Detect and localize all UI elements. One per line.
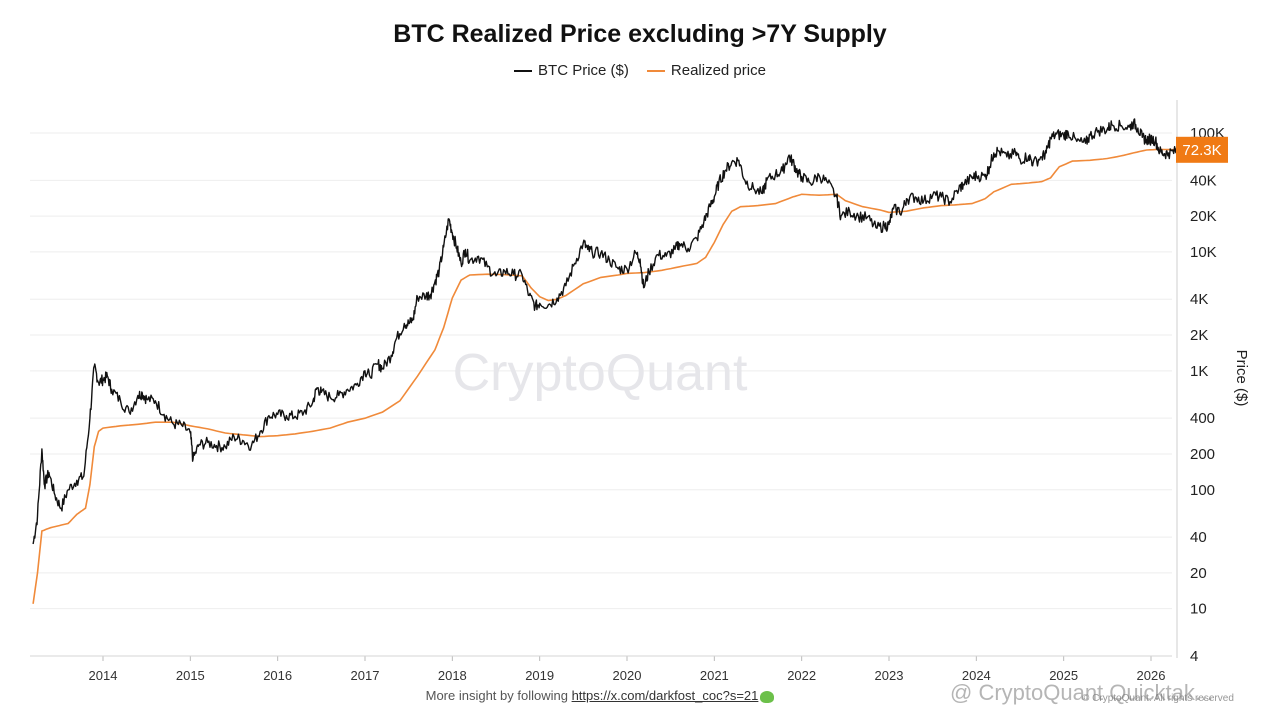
x-tick-label: 2019 <box>525 668 554 683</box>
legend-label-btc-price: BTC Price ($) <box>538 62 629 79</box>
x-tick-label: 2017 <box>351 668 380 683</box>
x-tick-label: 2026 <box>1137 668 1166 683</box>
y-tick-label: 20 <box>1190 565 1207 582</box>
y-tick-label: 1K <box>1190 363 1208 380</box>
footer-link[interactable]: https://x.com/darkfost_coc?s=21 <box>571 688 759 703</box>
x-tick-label: 2021 <box>700 668 729 683</box>
x-tick-label: 2015 <box>176 668 205 683</box>
x-tick-label: 2020 <box>613 668 642 683</box>
y-tick-label: 2K <box>1190 327 1208 344</box>
chart-legend: BTC Price ($) Realized price <box>0 62 1280 79</box>
y-tick-label: 200 <box>1190 446 1215 463</box>
x-tick-label: 2018 <box>438 668 467 683</box>
legend-swatch-realized-price <box>646 69 665 72</box>
chart-title: BTC Realized Price excluding >7Y Supply <box>393 20 887 48</box>
series-btc-price-line <box>32 118 1180 545</box>
x-tick-label: 2022 <box>787 668 816 683</box>
legend-label-realized-price: Realized price <box>670 62 766 79</box>
x-tick-label: 2016 <box>263 668 292 683</box>
current-value-badge: 72.3K <box>1176 136 1228 163</box>
legend-item-realized-price[interactable]: Realized price <box>646 62 766 79</box>
x-tick-label: 2023 <box>875 668 904 683</box>
y-tick-label: 4 <box>1190 648 1198 665</box>
y-tick-label: 40K <box>1190 172 1217 189</box>
series-realized-price-line <box>32 148 1179 604</box>
y-tick-label: 400 <box>1190 410 1215 427</box>
y-tick-label: 10 <box>1190 601 1207 618</box>
x-tick-label: 2025 <box>1049 668 1078 683</box>
current-value-label: 72.3K <box>1182 142 1221 159</box>
legend-item-btc-price[interactable]: BTC Price ($) <box>514 62 629 79</box>
copyright-watermark: © CryptoQuant. All rights reserved <box>1082 693 1234 704</box>
x-tick-label: 2024 <box>962 668 991 683</box>
y-tick-label: 4K <box>1190 291 1208 308</box>
y-tick-label: 20K <box>1190 208 1217 225</box>
cryptoquant-watermark: CryptoQuant <box>453 344 748 402</box>
overlay-watermark: @ CryptoQuant Quicktak... <box>950 680 1214 705</box>
y-axis-label: Price ($) <box>1233 350 1250 407</box>
y-tick-label: 10K <box>1190 244 1217 261</box>
x-tick-labels: 2014 2015 2016 2017 2018 2019 2020 2021 2022 2023… <box>30 655 1172 683</box>
footer-prefix: More insight by following <box>425 688 572 703</box>
y-tick-label: 40 <box>1190 529 1207 546</box>
frog-emoji-icon <box>760 690 775 703</box>
series-layer <box>32 118 1180 604</box>
footer-note: More insight by following https://x.com/… <box>0 688 1200 703</box>
current-value-badge-bg <box>1176 136 1228 163</box>
legend-swatch-btc-price <box>514 69 533 72</box>
y-tick-label: 100 <box>1190 482 1215 499</box>
x-tick-label: 2014 <box>89 668 118 683</box>
